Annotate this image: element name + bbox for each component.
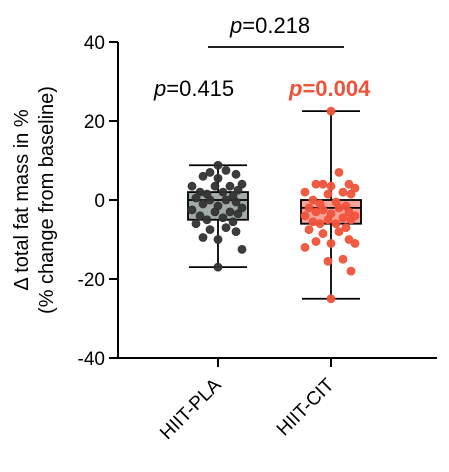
y-axis-label-line1: Δ total fat mass in %: [11, 109, 33, 290]
data-point: [323, 189, 333, 199]
data-point: [300, 211, 310, 221]
data-point: [311, 237, 321, 246]
data-point: [213, 160, 223, 170]
data-point: [334, 227, 344, 237]
axes: 40 20 0 -20 -40 HIIT-PLA HIIT-CIT: [78, 33, 437, 444]
data-point: [213, 262, 223, 272]
data-point: [221, 195, 231, 205]
data-point: [346, 189, 356, 199]
data-point: [334, 167, 344, 177]
data-point: [218, 213, 228, 223]
p-value-pla-value: =0.415: [166, 76, 234, 101]
data-points: [187, 106, 360, 304]
data-point: [311, 179, 321, 189]
data-point: [326, 239, 336, 248]
y-tick-label: -20: [78, 270, 105, 291]
y-axis-label-line2: (% change from baseline): [36, 86, 58, 314]
data-point: [191, 193, 201, 203]
data-point: [187, 205, 197, 215]
data-point: [198, 171, 208, 181]
x-tick-label: HIIT-PLA: [156, 374, 226, 444]
data-point: [326, 106, 336, 116]
data-point: [350, 183, 360, 193]
y-tick-label: -40: [78, 349, 105, 370]
data-point: [237, 244, 247, 254]
p-value-pla: p=0.415: [153, 76, 234, 101]
data-point: [346, 266, 356, 276]
data-point: [218, 187, 228, 197]
data-point: [205, 167, 215, 177]
data-point: [233, 209, 243, 219]
data-point: [205, 195, 215, 205]
data-point: [187, 181, 197, 191]
data-point: [350, 239, 360, 248]
p-letter: p: [229, 13, 242, 38]
data-point: [198, 233, 208, 242]
y-tick-label: 0: [94, 191, 105, 212]
data-point: [237, 203, 247, 213]
data-point: [231, 227, 241, 237]
data-point: [315, 219, 325, 229]
data-point: [300, 187, 310, 197]
data-point: [221, 223, 231, 233]
data-point: [231, 197, 241, 207]
p-value-cit-value: =0.004: [302, 76, 371, 101]
data-point: [304, 225, 314, 235]
data-point: [311, 207, 321, 217]
data-point: [213, 235, 223, 244]
data-point: [308, 195, 318, 205]
data-point: [300, 242, 310, 252]
p-letter: p: [153, 76, 166, 101]
x-tick-label: HIIT-CIT: [273, 374, 339, 440]
data-point: [331, 219, 341, 229]
data-point: [338, 187, 348, 197]
y-axis-label: Δ total fat mass in % (% change from bas…: [11, 86, 58, 314]
data-point: [344, 179, 354, 189]
data-point: [338, 213, 348, 223]
data-point: [228, 217, 238, 227]
p-value-between: p=0.218: [229, 13, 310, 38]
data-point: [231, 169, 241, 179]
data-point: [341, 223, 351, 233]
data-point: [195, 211, 205, 221]
data-point: [326, 181, 336, 191]
data-point: [304, 203, 314, 213]
data-point: [338, 254, 348, 264]
data-point: [213, 173, 223, 183]
data-point: [205, 225, 215, 235]
data-point: [334, 203, 344, 213]
data-point: [237, 179, 247, 189]
data-point: [323, 215, 333, 225]
data-point: [210, 181, 220, 191]
data-point: [202, 215, 212, 225]
data-point: [210, 207, 220, 217]
data-point: [198, 199, 208, 209]
data-point: [225, 181, 235, 191]
data-point: [221, 165, 231, 175]
p-value-cit: p=0.004: [288, 76, 371, 101]
p-value-between-value: =0.218: [242, 13, 310, 38]
p-letter: p: [288, 76, 302, 101]
data-point: [233, 185, 243, 195]
p-value-annotations: p=0.415 p=0.004 p=0.218: [153, 13, 371, 101]
data-point: [346, 215, 356, 225]
data-point: [326, 294, 336, 304]
data-point: [344, 235, 354, 244]
data-point: [225, 207, 235, 217]
y-tick-label: 20: [84, 112, 105, 133]
data-point: [323, 256, 333, 266]
data-point: [318, 229, 328, 238]
data-point: [191, 219, 201, 229]
y-tick-label: 40: [84, 33, 105, 54]
